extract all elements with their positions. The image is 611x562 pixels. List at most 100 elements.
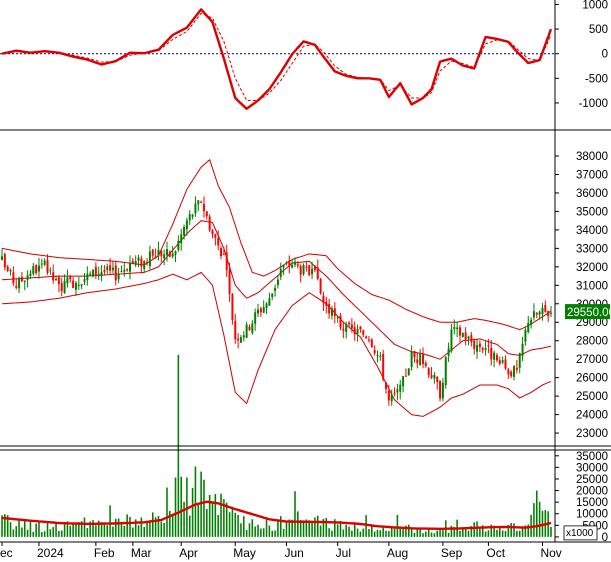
- candle-body: [484, 348, 487, 351]
- y-tick-label: -500: [585, 73, 608, 85]
- candle-body: [319, 278, 322, 294]
- volume-bar: [379, 530, 382, 537]
- volume-bar: [433, 533, 436, 537]
- volume-bar: [339, 520, 342, 537]
- volume-bar: [228, 512, 231, 537]
- last-price-label: 29550.00: [565, 304, 611, 320]
- candle-body: [274, 287, 277, 291]
- y-tick-label: 36000: [576, 188, 608, 200]
- volume-bar: [271, 530, 274, 537]
- candle-body: [245, 324, 248, 338]
- candle-body: [154, 256, 157, 259]
- candle-body: [32, 266, 35, 274]
- volume-bar: [416, 527, 419, 537]
- volume-bar: [430, 532, 433, 537]
- volume-bar: [308, 520, 310, 537]
- volume-bar: [277, 520, 279, 537]
- candle-body: [259, 308, 262, 313]
- month-label: 2024: [37, 546, 64, 560]
- candle-body: [353, 327, 356, 335]
- volume-unit-text: x1000: [566, 528, 594, 539]
- volume-bar: [4, 514, 6, 537]
- volume-bar: [103, 522, 106, 537]
- volume-bar: [140, 517, 143, 537]
- candle-body: [97, 273, 100, 276]
- month-axis: ec 2024 Feb Mar Apr May Jun Jul Aug Sep Oct Nov: [0, 542, 562, 560]
- candle-body: [382, 353, 385, 380]
- volume-bar: [336, 524, 339, 537]
- candle-body: [100, 272, 103, 277]
- volume-bar: [535, 490, 538, 537]
- volume-bar: [436, 530, 438, 537]
- candle-body: [510, 371, 513, 377]
- candle-body: [379, 355, 382, 357]
- volume-bar: [493, 525, 495, 537]
- y-tick-label: 25000: [576, 474, 608, 486]
- volume-bar: [132, 527, 134, 537]
- candle-body: [140, 258, 143, 267]
- volume-bar: [402, 528, 404, 537]
- volume-bar: [137, 525, 140, 537]
- volume-bar: [143, 526, 146, 537]
- volume-bar: [427, 529, 430, 537]
- candle-body: [126, 269, 129, 271]
- y-tick-label: 20000: [576, 486, 608, 498]
- volume-bar: [75, 522, 77, 537]
- candle-body: [234, 321, 237, 340]
- volume-bar: [1, 515, 3, 537]
- candle-body: [544, 305, 547, 312]
- candle-body: [165, 249, 168, 256]
- volume-bar: [288, 519, 291, 537]
- candle-body: [293, 261, 296, 265]
- volume-bar: [453, 527, 456, 537]
- candle-body: [52, 272, 55, 281]
- candle-body: [404, 375, 407, 377]
- candle-body: [430, 374, 433, 378]
- volume-bar: [419, 527, 421, 537]
- candle-body: [495, 355, 498, 361]
- month-label: Nov: [540, 546, 561, 560]
- volume-bar: [342, 529, 345, 537]
- volume-bar: [109, 505, 111, 537]
- candle-body: [419, 353, 422, 366]
- candle-body: [114, 265, 117, 281]
- volume-bar: [38, 522, 40, 537]
- volume-bar: [265, 518, 268, 537]
- candle-body: [532, 311, 535, 318]
- volume-bar: [191, 487, 194, 537]
- volume-bar: [496, 529, 498, 537]
- macd-signal-line: [1, 12, 552, 101]
- volume-bar: [149, 520, 151, 537]
- macd-line: [1, 8, 553, 110]
- candle-body: [473, 340, 476, 350]
- volume-bar: [208, 494, 211, 537]
- volume-bar: [368, 528, 370, 537]
- candle-body: [37, 265, 40, 272]
- candle-body: [242, 335, 245, 338]
- candle-body: [413, 350, 416, 358]
- candle-body: [191, 214, 194, 217]
- candle-body: [117, 274, 120, 280]
- volume-bar: [521, 526, 524, 537]
- candle-body: [515, 367, 518, 370]
- candle-body: [541, 307, 544, 315]
- volume-bar: [393, 528, 396, 537]
- candle-body: [342, 328, 345, 331]
- volume-bar: [63, 523, 66, 537]
- volume-bar: [371, 525, 373, 537]
- y-tick-label: 23000: [576, 428, 608, 440]
- bollinger-upper-band: [1, 158, 552, 331]
- candle-body: [46, 259, 49, 273]
- candle-body: [313, 266, 316, 271]
- volume-bar: [154, 517, 157, 537]
- candle-body: [524, 329, 527, 342]
- candle-body: [151, 249, 154, 256]
- volume-bar: [225, 502, 228, 537]
- candle-body: [493, 352, 496, 360]
- candle-body: [205, 211, 208, 217]
- volume-bar: [527, 524, 530, 537]
- volume-bar: [15, 526, 18, 537]
- candle-body: [248, 326, 251, 331]
- volume-bar: [126, 514, 128, 537]
- y-tick-label: 10000: [576, 509, 608, 521]
